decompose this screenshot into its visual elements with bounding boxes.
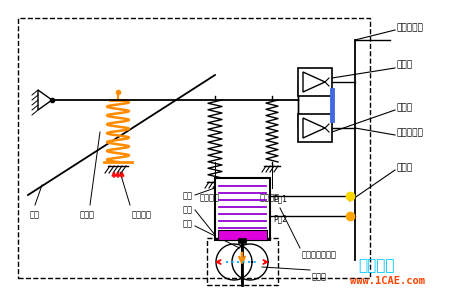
Bar [217,230,267,240]
Bar [238,238,246,243]
Text: 仿真在线: 仿真在线 [357,258,394,273]
Bar [207,238,278,285]
Bar [18,18,369,278]
Text: 功率放大器: 功率放大器 [396,129,423,137]
Text: 信号压力: 信号压力 [131,210,152,219]
Text: 杠杆: 杠杆 [30,210,40,219]
Text: 活塞: 活塞 [182,205,192,214]
Text: www.1CAE.com: www.1CAE.com [349,276,424,286]
Bar [298,68,331,96]
Text: 功率放大器: 功率放大器 [396,23,423,33]
Text: P出2: P出2 [273,214,286,223]
Text: 活塞式执行机构: 活塞式执行机构 [301,250,336,259]
Text: 调零弹簧: 调零弹簧 [259,193,279,202]
Text: 波纹管: 波纹管 [79,210,94,219]
Bar [298,114,331,142]
Text: 推杆: 推杆 [182,219,192,229]
Text: 反馈弹簧: 反馈弹簧 [200,193,219,202]
Text: 上喷嘴: 上喷嘴 [396,60,412,69]
Bar [214,178,269,240]
Text: 调节阀: 调节阀 [311,272,326,281]
Text: 气缸: 气缸 [182,192,192,200]
Text: P出1: P出1 [273,194,286,203]
Text: 下喷嘴: 下喷嘴 [396,103,412,113]
Text: 定位器: 定位器 [396,163,412,173]
